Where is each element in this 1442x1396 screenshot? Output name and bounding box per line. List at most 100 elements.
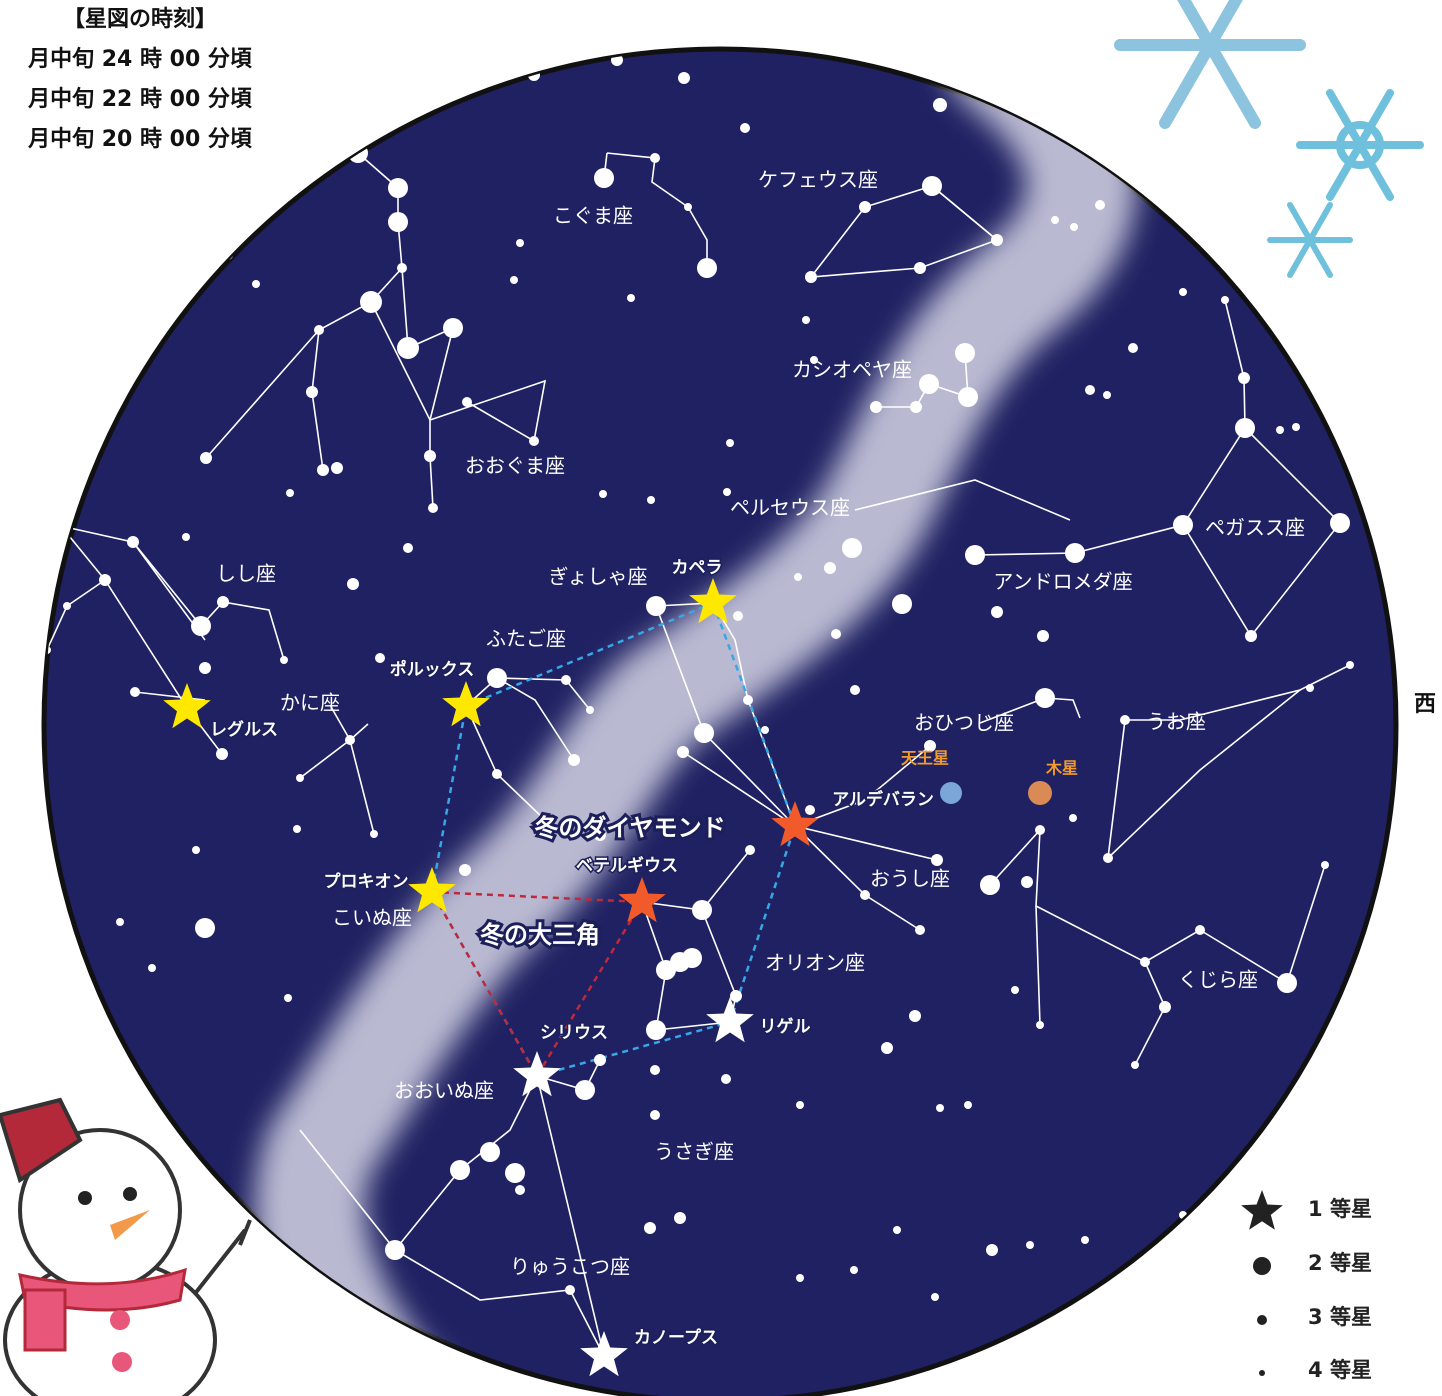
label: リゲル <box>760 1016 811 1037</box>
first-magnitude-star <box>689 578 737 624</box>
snowman <box>0 1097 252 1396</box>
label: うお座 <box>1146 710 1206 734</box>
star-dot <box>1330 513 1350 533</box>
star-dot <box>678 72 690 84</box>
label: おおいぬ座 <box>394 1079 494 1103</box>
star-dot <box>1235 418 1255 438</box>
star-dot <box>306 386 318 398</box>
jupiter <box>1028 781 1052 805</box>
constellation-line <box>606 152 708 268</box>
constellation-line <box>134 691 206 701</box>
label: ベテルギウス <box>576 856 678 876</box>
label: カノープス <box>634 1327 718 1348</box>
star-dot <box>850 1266 858 1274</box>
star-dot <box>726 439 734 447</box>
star-dot <box>1103 853 1113 863</box>
first-magnitude-star <box>580 1331 628 1377</box>
label: カペラ <box>672 558 723 578</box>
star-dot <box>1179 288 1187 296</box>
star-dot <box>646 1020 666 1040</box>
star-dot <box>692 900 712 920</box>
star-dot <box>824 562 836 574</box>
star-dot <box>1036 1021 1044 1029</box>
legend-icons <box>1241 1190 1283 1376</box>
constellation-line <box>794 825 938 861</box>
star-dot <box>802 316 810 324</box>
constellation-line <box>854 479 1071 521</box>
milky-way <box>254 49 1137 1396</box>
star-dot <box>1159 1001 1171 1013</box>
first-magnitude-star <box>163 683 211 729</box>
star-dot <box>195 918 215 938</box>
constellation-line <box>1286 864 1326 984</box>
star-dot <box>462 397 472 407</box>
star-dot <box>286 489 294 497</box>
star-dot <box>980 875 1000 895</box>
star-dot <box>385 1240 405 1260</box>
label: おおぐま座 <box>465 454 565 478</box>
star-dot <box>1346 661 1354 669</box>
label: シリウス <box>540 1023 608 1043</box>
star-dot <box>428 503 438 513</box>
star-dot <box>1238 372 1250 384</box>
star-dot <box>682 948 702 968</box>
star-dot <box>360 291 382 313</box>
star-dot <box>1035 825 1045 835</box>
constellation-line <box>989 827 1288 984</box>
constellation-line <box>979 697 1046 724</box>
star-dot <box>964 1101 972 1109</box>
star-dot <box>796 1274 804 1282</box>
label: くじら座 <box>1178 968 1258 992</box>
star-dot <box>1195 925 1205 935</box>
star-dot <box>492 769 502 779</box>
star-dot <box>561 675 571 685</box>
star-dot <box>805 271 817 283</box>
label: プロキオン <box>324 871 409 892</box>
star-dot <box>914 262 926 274</box>
label: ポルックス <box>390 659 475 680</box>
star-dot <box>199 662 211 674</box>
star-dot <box>280 656 288 664</box>
star-dot <box>674 1212 686 1224</box>
label: うさぎ座 <box>654 1140 734 1164</box>
star-dot <box>955 343 975 363</box>
label: 1 等星 <box>1308 1197 1372 1221</box>
star-dot <box>127 536 139 548</box>
star-dot <box>510 276 518 284</box>
label: ぎょしゃ座 <box>549 565 648 589</box>
star-dot <box>810 356 818 364</box>
label: かに座 <box>280 691 340 715</box>
constellation-line <box>931 185 998 241</box>
star-dot <box>842 538 862 558</box>
label: りゅうこつ座 <box>510 1255 630 1279</box>
star-dot <box>1011 986 1019 994</box>
star-dot <box>1021 876 1033 888</box>
label: 【星図の時刻】 <box>63 6 217 32</box>
snowflakes <box>1114 0 1424 278</box>
star-dot <box>1069 814 1077 822</box>
star-dot <box>575 1080 595 1100</box>
constellation-line <box>60 525 223 755</box>
star-dot <box>794 573 802 581</box>
star-dot <box>317 464 329 476</box>
star-dot <box>933 98 947 112</box>
star-dot <box>650 1110 660 1120</box>
star-dot <box>63 602 71 610</box>
star-dot <box>345 735 355 745</box>
star-dot <box>424 450 436 462</box>
stars <box>44 54 1354 1301</box>
star-dot <box>529 436 539 446</box>
star-dot <box>1065 543 1085 563</box>
label: 冬のダイヤモンド <box>534 814 725 842</box>
star-dot <box>936 1104 944 1112</box>
star-dot <box>922 176 942 196</box>
star-dot <box>1095 200 1105 210</box>
star-dot <box>745 845 755 855</box>
first-magnitude-star <box>771 801 819 847</box>
star-dot <box>647 496 655 504</box>
star-dot <box>931 1293 939 1301</box>
star-dot <box>284 994 292 1002</box>
star-dot <box>586 706 594 714</box>
star-dot <box>191 616 211 636</box>
